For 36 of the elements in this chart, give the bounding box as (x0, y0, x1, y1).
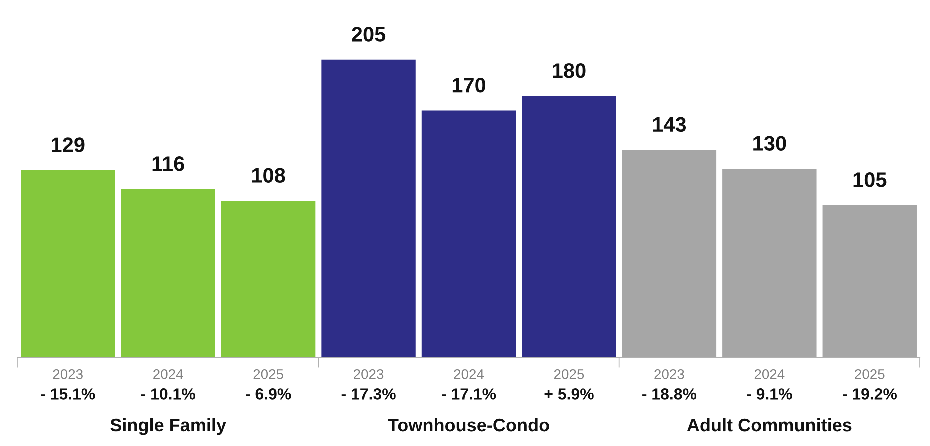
text: - 19.2% (842, 388, 897, 400)
data-label: 105 (854, 172, 887, 188)
data-label: 143 (653, 117, 686, 132)
data-label: 129 (52, 138, 85, 152)
data-label: 170 (452, 78, 486, 93)
bar (21, 170, 116, 358)
bar (221, 200, 316, 358)
bar (422, 110, 516, 358)
x-tick-label: 2024 (454, 369, 484, 380)
text: - 17.1% (442, 388, 496, 400)
x-tick-label: 2025 (554, 369, 584, 380)
data-label: 180 (553, 64, 586, 78)
x-tick-label: 2025 (855, 369, 885, 380)
text: - 9.1% (747, 388, 792, 400)
text: - 17.3% (342, 388, 396, 400)
x-tick-label: 2024 (754, 369, 785, 380)
data-label: 130 (754, 136, 786, 151)
x-tick-label: 2025 (254, 369, 284, 380)
bar (121, 189, 216, 358)
x-tick-label: 2023 (53, 369, 83, 380)
text: + 5.9% (544, 388, 594, 400)
data-label: 116 (152, 156, 184, 172)
text: Adult Communities (687, 418, 852, 432)
data-label: 205 (352, 27, 386, 42)
text: - 18.8% (642, 388, 697, 400)
x-tick-label: 2023 (654, 369, 684, 380)
bar (322, 60, 416, 358)
text: - 6.9% (246, 388, 292, 400)
data-label: 108 (252, 168, 286, 183)
bar (522, 96, 616, 358)
x-tick-label: 2023 (354, 369, 384, 380)
text: - 15.1% (41, 388, 96, 400)
x-tick-label: 2024 (154, 369, 184, 380)
text: Single Family (110, 418, 226, 436)
text: - 10.1% (141, 388, 196, 400)
text: Townhouse-Condo (388, 418, 550, 432)
